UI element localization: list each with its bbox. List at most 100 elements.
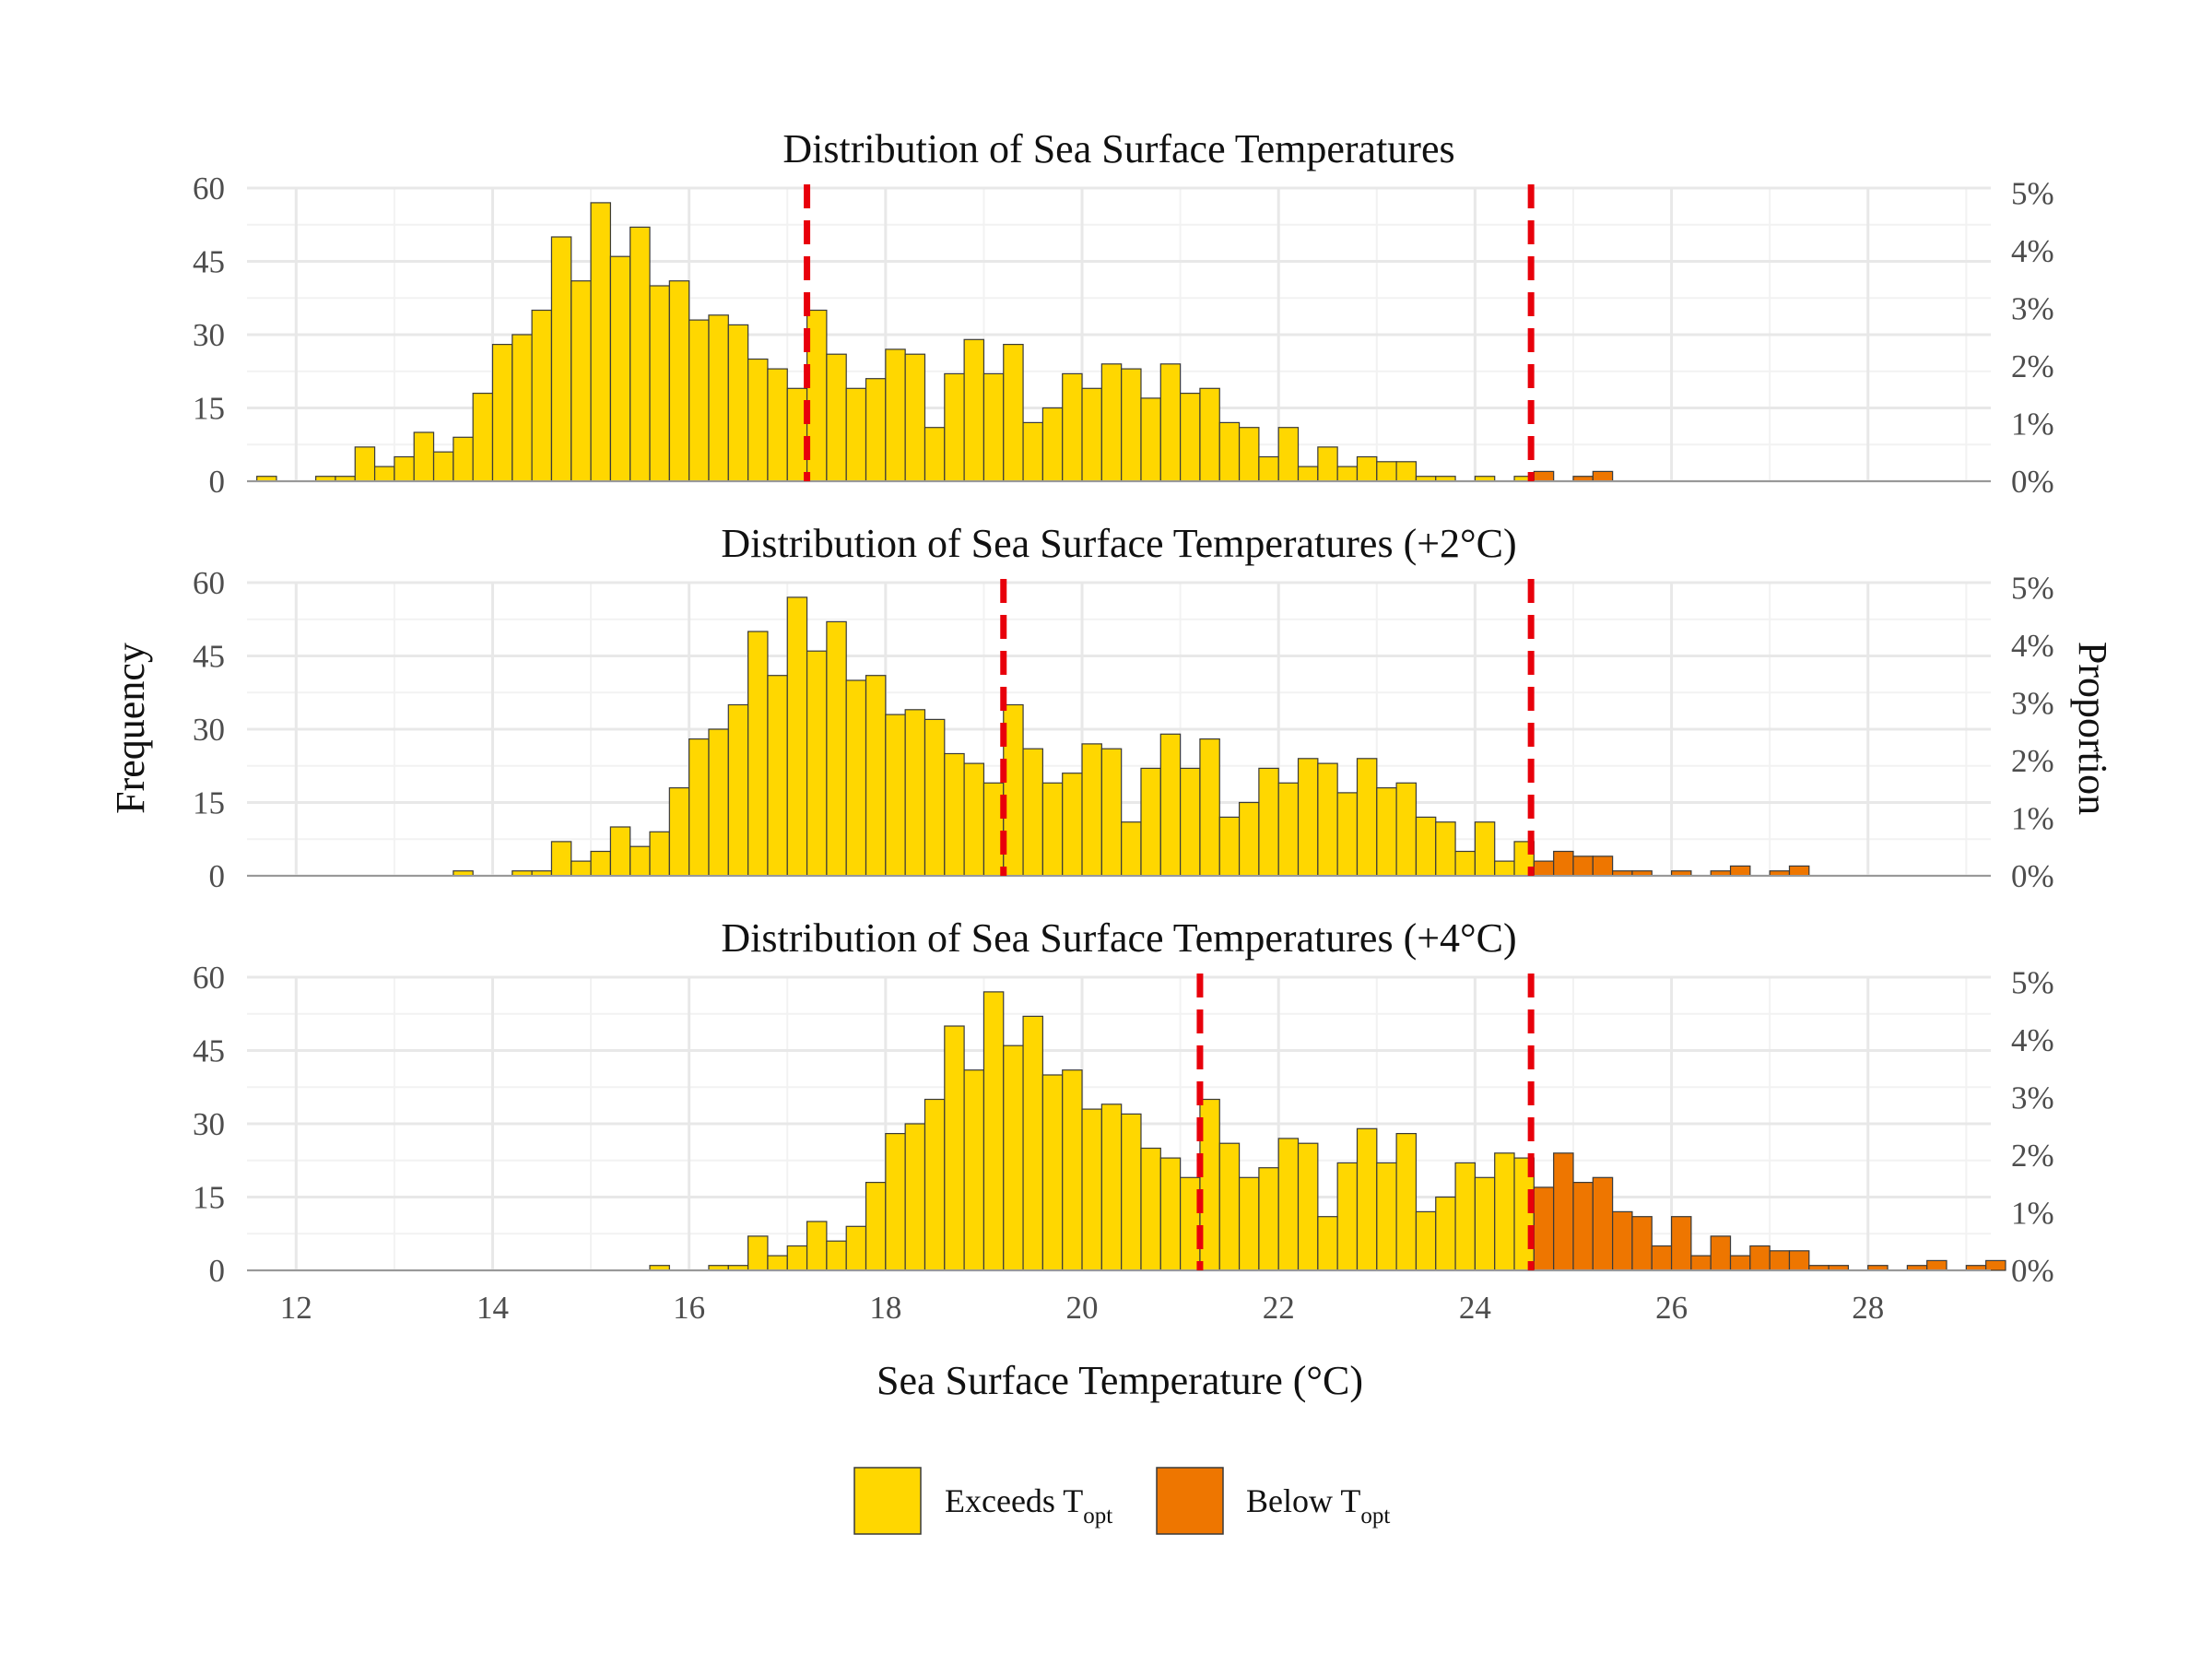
histogram-bar-exceeds-topt	[865, 378, 887, 482]
histogram-bar-exceeds-topt	[963, 762, 985, 877]
histogram-bar-exceeds-topt	[924, 1098, 946, 1271]
histogram-bar-below-topt	[1729, 865, 1751, 877]
right-tick-label: 2%	[2011, 743, 2054, 779]
y-tick-label: 60	[193, 171, 225, 207]
histogram-bar-exceeds-topt	[1258, 767, 1279, 877]
histogram-bar-exceeds-topt	[629, 226, 651, 482]
histogram-bar-below-topt	[1926, 1259, 1947, 1271]
histogram-bar-below-topt	[1533, 1186, 1555, 1271]
right-tick-label: 5%	[2011, 570, 2054, 606]
legend-key	[853, 1467, 922, 1535]
histogram-bar-exceeds-topt	[1041, 1074, 1064, 1271]
histogram-bar-exceeds-topt	[354, 446, 376, 482]
histogram-bar-exceeds-topt	[432, 451, 454, 482]
histogram-bar-exceeds-topt	[512, 334, 533, 482]
histogram-bar-below-topt	[1788, 865, 1810, 877]
histogram-bar-below-topt	[1690, 1255, 1712, 1271]
histogram-bar-exceeds-topt	[1317, 1216, 1338, 1271]
panel-2: 0 15 30 45 60 0% 1% 2% 3% 4% 5% Distribution of Sea…	[193, 521, 2054, 894]
histogram-bar-exceeds-topt	[767, 675, 788, 877]
histogram-bar-exceeds-topt	[668, 786, 690, 877]
histogram-bar-exceeds-topt	[550, 841, 572, 877]
histogram-bar-exceeds-topt	[609, 255, 631, 482]
histogram-bar-exceeds-topt	[1159, 733, 1182, 877]
histogram-bar-exceeds-topt	[1180, 767, 1201, 877]
histogram-bar-below-topt	[1572, 856, 1594, 877]
panels: 0 15 30 45 60 0% 1% 2% 3% 4% 5% Distribution of Sea…	[193, 126, 2054, 1326]
y-tick-label: 60	[193, 960, 225, 996]
right-tick-label: 1%	[2011, 1195, 2054, 1231]
histogram-bar-exceeds-topt	[1022, 1015, 1043, 1271]
histogram-bar-below-topt	[1612, 1210, 1633, 1271]
histogram-bar-below-topt	[1553, 1152, 1574, 1271]
histogram-bar-exceeds-topt	[904, 1123, 926, 1271]
histogram-bar-below-topt	[1592, 1176, 1614, 1271]
histogram-bar-exceeds-topt	[1218, 1142, 1241, 1271]
histogram-bar-below-topt	[1749, 1245, 1771, 1271]
x-tick-label: 18	[869, 1290, 901, 1326]
y-tick-label: 15	[193, 391, 225, 427]
histogram-bar-exceeds-topt	[885, 714, 906, 877]
legend-label-subscript: opt	[1083, 1504, 1112, 1528]
histogram-bar-exceeds-topt	[1415, 1210, 1437, 1271]
panel-3: 0 15 30 45 60 0% 1% 2% 3% 4% 5% Distribution of Sea…	[193, 915, 2054, 1326]
histogram-bar-exceeds-topt	[1356, 758, 1378, 877]
legend-key	[1156, 1467, 1224, 1535]
histogram-bar-exceeds-topt	[963, 1069, 985, 1271]
histogram-bar-exceeds-topt	[1041, 782, 1064, 877]
histogram-bar-exceeds-topt	[1317, 762, 1338, 877]
histogram-bar-exceeds-topt	[472, 393, 494, 482]
histogram-bar-exceeds-topt	[1297, 758, 1319, 877]
histogram-bar-exceeds-topt	[1100, 1103, 1123, 1271]
histogram-bar-exceeds-topt	[1277, 1138, 1300, 1271]
right-tick-label: 0%	[2011, 464, 2054, 500]
histogram-bar-exceeds-topt	[1494, 1152, 1515, 1271]
histogram-bar-exceeds-topt	[1435, 821, 1456, 877]
histogram-bar-exceeds-topt	[767, 1255, 788, 1271]
histogram-bar-exceeds-topt	[413, 431, 435, 482]
histogram-bar-exceeds-topt	[1336, 466, 1359, 482]
histogram-bar-exceeds-topt	[1100, 363, 1123, 482]
histogram-bar-exceeds-topt	[924, 718, 946, 877]
histogram-bar-exceeds-topt	[747, 631, 769, 877]
histogram-bar-exceeds-topt	[1081, 387, 1102, 482]
right-tick-label: 2%	[2011, 1138, 2054, 1174]
histogram-bar-exceeds-topt	[1474, 1176, 1496, 1271]
histogram-bar-exceeds-topt	[1277, 427, 1300, 482]
histogram-bar-exceeds-topt	[1022, 748, 1043, 877]
histogram-bar-exceeds-topt	[1140, 767, 1161, 877]
y-tick-label: 30	[193, 317, 225, 353]
histogram-bar-below-topt	[1592, 470, 1614, 482]
histogram-bar-exceeds-topt	[394, 455, 415, 482]
histogram-bar-exceeds-topt	[1336, 1162, 1359, 1271]
histogram-bar-exceeds-topt	[982, 991, 1005, 1271]
histogram-bar-exceeds-topt	[571, 280, 592, 482]
histogram-bar-exceeds-topt	[1062, 1069, 1083, 1271]
y-tick-label: 0	[209, 464, 226, 500]
histogram-bar-exceeds-topt	[373, 466, 395, 482]
histogram-bar-below-topt	[1631, 1216, 1653, 1271]
right-tick-label: 4%	[2011, 233, 2054, 269]
histogram-bar-exceeds-topt	[1003, 344, 1024, 482]
y-tick-label: 30	[193, 712, 225, 748]
histogram-bar-exceeds-topt	[826, 620, 847, 877]
histogram-bar-exceeds-topt	[688, 738, 710, 877]
histogram-bar-exceeds-topt	[1199, 387, 1220, 482]
histogram-bar-exceeds-topt	[1415, 816, 1437, 877]
right-tick-label: 2%	[2011, 348, 2054, 384]
histogram-bar-exceeds-topt	[727, 703, 749, 877]
legend-label: Below Topt	[1246, 1482, 1390, 1528]
histogram-bar-exceeds-topt	[649, 285, 670, 482]
x-tick-label: 16	[673, 1290, 705, 1326]
legend: Exceeds Topt Below Topt	[853, 1467, 1390, 1535]
histogram-bar-below-topt	[1572, 1181, 1594, 1271]
right-tick-label: 0%	[2011, 858, 2054, 894]
histogram-bar-exceeds-topt	[1376, 786, 1397, 877]
histogram-bar-exceeds-topt	[1062, 372, 1083, 482]
histogram-bar-exceeds-topt	[590, 850, 611, 877]
right-tick-label: 4%	[2011, 628, 2054, 664]
x-tick-label: 22	[1263, 1290, 1295, 1326]
histogram-bar-exceeds-topt	[1121, 821, 1142, 877]
histogram-bar-exceeds-topt	[1140, 1147, 1161, 1271]
